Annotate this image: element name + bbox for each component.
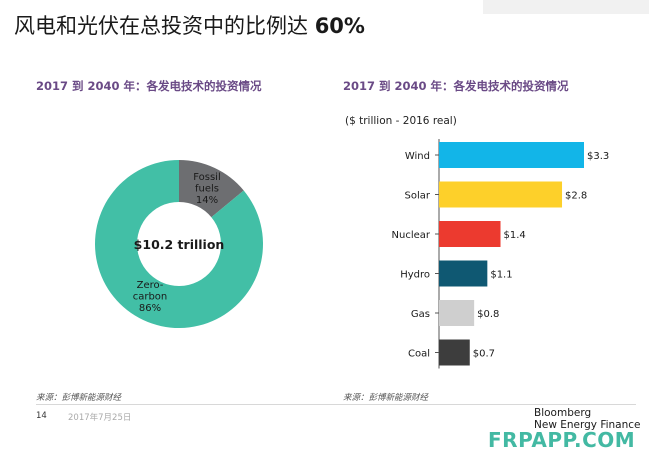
brand-line-1: Bloomberg	[534, 407, 592, 419]
title-text: 风电和光伏在总投资中的比例达	[14, 14, 308, 38]
category-label-gas: Gas	[411, 309, 430, 320]
donut-label-zero-carbon: Zero-carbon 86%	[133, 280, 168, 314]
brand-line-2: New Energy Finance	[534, 419, 641, 431]
value-label-wind: $3.3	[587, 151, 609, 162]
value-label-solar: $2.8	[565, 191, 587, 202]
bar-coal	[439, 339, 470, 366]
bar-nuclear	[439, 221, 501, 247]
page-title: 风电和光伏在总投资中的比例达 60%	[14, 10, 365, 40]
value-label-hydro: $1.1	[490, 270, 512, 281]
blurred-header-text	[483, 0, 649, 14]
title-percentage: 60%	[314, 14, 365, 38]
watermark: FRPAPP.COM	[488, 428, 636, 452]
category-label-solar: Solar	[405, 191, 431, 202]
donut-slice-zero-carbon	[95, 160, 263, 328]
bar-chart-unit-label: ($ trillion - 2016 real)	[345, 115, 457, 127]
bar-hydro	[439, 260, 488, 287]
category-label-hydro: Hydro	[400, 270, 430, 281]
donut-chart-title: 2017 到 2040 年：各发电技术的投资情况	[36, 79, 262, 93]
donut-center-total: $10.2 trillion	[134, 237, 225, 252]
bar-chart-title: 2017 到 2040 年：各发电技术的投资情况	[343, 79, 569, 93]
value-label-gas: $0.8	[477, 309, 499, 320]
value-label-coal: $0.7	[473, 349, 495, 360]
category-label-wind: Wind	[405, 151, 430, 162]
donut-slice-fossil-fuels	[179, 160, 244, 218]
category-label-coal: Coal	[408, 349, 430, 360]
value-label-nuclear: $1.4	[504, 230, 526, 241]
bnef-logo: Bloomberg New Energy Finance	[534, 407, 641, 431]
footer-divider	[36, 404, 636, 405]
category-label-nuclear: Nuclear	[392, 230, 431, 241]
footer-date: 2017年7月25日	[68, 413, 132, 423]
donut-source-note: 来源：彭博新能源财经	[36, 393, 122, 403]
donut-label-fossil-fuels: Fossil fuels 14%	[193, 172, 221, 206]
page-number: 14	[36, 411, 47, 421]
bar-wind	[439, 142, 584, 168]
bar-gas	[439, 300, 475, 326]
bar-source-note: 来源：彭博新能源财经	[343, 393, 429, 403]
bar-solar	[439, 181, 563, 208]
